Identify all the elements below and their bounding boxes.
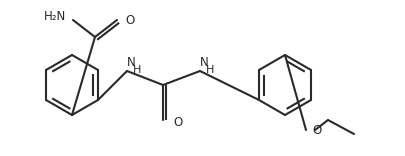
Text: N: N	[126, 56, 135, 68]
Text: O: O	[125, 14, 134, 27]
Text: H₂N: H₂N	[44, 10, 66, 22]
Text: H: H	[132, 65, 141, 75]
Text: N: N	[199, 56, 208, 68]
Text: O: O	[311, 124, 320, 136]
Text: H: H	[205, 65, 214, 75]
Text: O: O	[173, 115, 182, 129]
